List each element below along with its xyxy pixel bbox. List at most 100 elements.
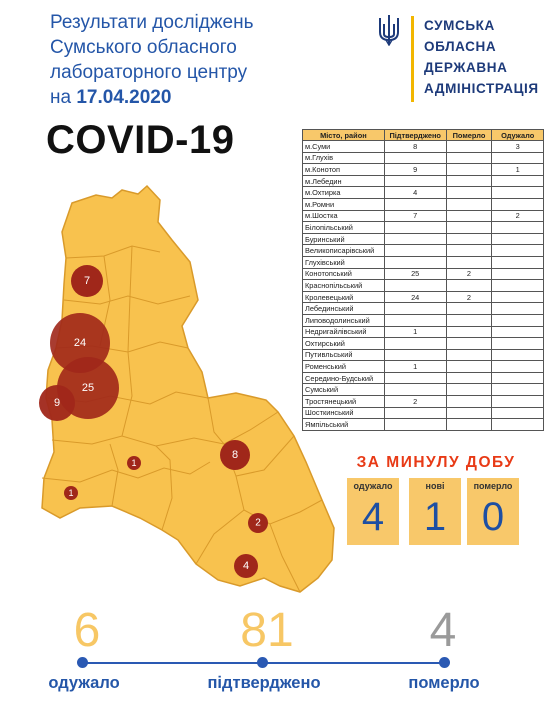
cases-table: Місто, район Підтверджено Померло Одужал… — [302, 129, 544, 431]
value-cell — [491, 151, 544, 165]
table-row: Буринський — [302, 232, 544, 246]
table-header-row: Місто, район Підтверджено Померло Одужал… — [302, 129, 544, 141]
table-row: Недригайлівський 1 — [302, 325, 544, 339]
value-cell: 9 — [383, 163, 447, 176]
district-name-cell: Сумський — [302, 383, 385, 397]
value-cell: 1 — [491, 163, 544, 176]
table-row: м.Лебедин — [302, 174, 544, 188]
district-name-cell: м.Шостка — [302, 209, 385, 223]
last-day-new-value: 1 — [423, 495, 447, 539]
last-day-new-label: нові — [425, 481, 445, 491]
value-cell — [491, 371, 544, 385]
table-row: Ямпільський — [302, 418, 544, 431]
gov-line-2: ОБЛАСНА — [424, 39, 497, 54]
value-cell — [383, 279, 447, 292]
title-line-1: Результати досліджень — [50, 12, 254, 33]
value-cell — [491, 313, 544, 327]
table-row: м.Конотоп 9 1 — [302, 163, 544, 176]
table-row: Тростянецький 2 — [302, 395, 544, 408]
total-recovered-label: одужало — [48, 674, 120, 692]
district-name-cell: Охтирський — [302, 337, 385, 350]
value-cell — [445, 348, 493, 362]
table-row: Лебединський — [302, 302, 544, 315]
title-line-4: на 17.04.2020 — [50, 85, 310, 110]
table-row: м.Суми 8 3 — [302, 140, 544, 153]
value-cell — [491, 244, 544, 257]
gov-line-4: АДМІНІСТРАЦІЯ — [424, 81, 539, 96]
table-row: Середино-Будський — [302, 371, 544, 385]
table-row: Конотопський 25 2 — [302, 267, 544, 281]
table-row: Краснопільський — [302, 279, 544, 292]
gov-line-3: ДЕРЖАВНА — [424, 60, 508, 75]
bubble-konotop-city: 9 — [39, 385, 75, 421]
value-cell — [445, 395, 493, 408]
total-confirmed-label: підтверджено — [207, 674, 321, 692]
column-header: Місто, район — [302, 129, 385, 141]
value-cell — [491, 302, 544, 315]
value-cell — [383, 337, 447, 350]
district-name-cell: м.Ромни — [302, 197, 385, 211]
value-cell — [445, 371, 493, 385]
value-cell — [445, 186, 493, 199]
gov-line-1: СУМСЬКА — [424, 18, 495, 33]
table-row: м.Глухів — [302, 151, 544, 165]
total-deaths-value: 4 — [429, 604, 457, 657]
value-cell — [491, 267, 544, 281]
district-name-cell: м.Охтирка — [302, 186, 385, 199]
value-cell — [383, 151, 447, 165]
value-cell — [491, 232, 544, 246]
cases-table-body: м.Суми 8 3 м.Глухів м.Конотоп 9 1 м.Лебедин м.Ох… — [302, 140, 544, 431]
value-cell — [491, 186, 544, 199]
value-cell — [445, 418, 493, 431]
value-cell — [445, 174, 493, 188]
last-day-recovered-label: одужало — [353, 481, 393, 491]
value-cell — [491, 290, 544, 304]
value-cell: 2 — [491, 209, 544, 223]
table-row: Роменський 1 — [302, 360, 544, 373]
district-name-cell: Недригайлівський — [302, 325, 385, 339]
table-row: Великописарівський — [302, 244, 544, 257]
bubble-label-1a: 1 — [131, 458, 136, 468]
value-cell — [491, 348, 544, 362]
bubble-label-1b: 1 — [68, 488, 73, 498]
column-header: Підтверджено — [383, 129, 447, 141]
district-name-cell: Ямпільський — [302, 418, 385, 431]
table-row: м.Охтирка 4 — [302, 186, 544, 199]
column-header: Одужало — [491, 129, 544, 141]
district-name-cell: м.Конотоп — [302, 163, 385, 176]
value-cell — [383, 313, 447, 327]
value-cell: 4 — [383, 186, 447, 199]
report-title: Результати досліджень Сумського обласног… — [50, 10, 310, 110]
district-name-cell: м.Суми — [302, 140, 385, 153]
value-cell — [383, 197, 447, 211]
bubble-label-8: 8 — [232, 449, 238, 461]
value-cell — [491, 383, 544, 397]
disease-title: COVID-19 — [46, 118, 235, 162]
value-cell — [445, 406, 493, 420]
table-row: Глухівський — [302, 255, 544, 269]
last-day-deaths-label: померло — [473, 481, 513, 491]
value-cell — [491, 395, 544, 408]
district-name-cell: Путивльський — [302, 348, 385, 362]
column-header: Померло — [445, 129, 493, 141]
value-cell: 2 — [445, 290, 493, 304]
value-cell — [383, 221, 447, 234]
district-name-cell: Лебединський — [302, 302, 385, 315]
district-name-cell: Буринський — [302, 232, 385, 246]
last-day-new-box: нові 1 — [409, 478, 461, 545]
bubble-romny: 1 — [64, 486, 78, 500]
bubble-shostka: 7 — [71, 265, 103, 297]
value-cell — [383, 418, 447, 431]
district-name-cell: Середино-Будський — [302, 371, 385, 385]
value-cell — [491, 255, 544, 269]
value-cell — [383, 174, 447, 188]
total-confirmed-value: 81 — [240, 604, 294, 657]
value-cell — [445, 279, 493, 292]
value-cell — [445, 325, 493, 339]
value-cell — [491, 360, 544, 373]
timeline-dot-confirmed — [257, 657, 268, 668]
value-cell — [491, 325, 544, 339]
district-name-cell: Тростянецький — [302, 395, 385, 408]
bubble-label-9: 9 — [54, 397, 60, 409]
